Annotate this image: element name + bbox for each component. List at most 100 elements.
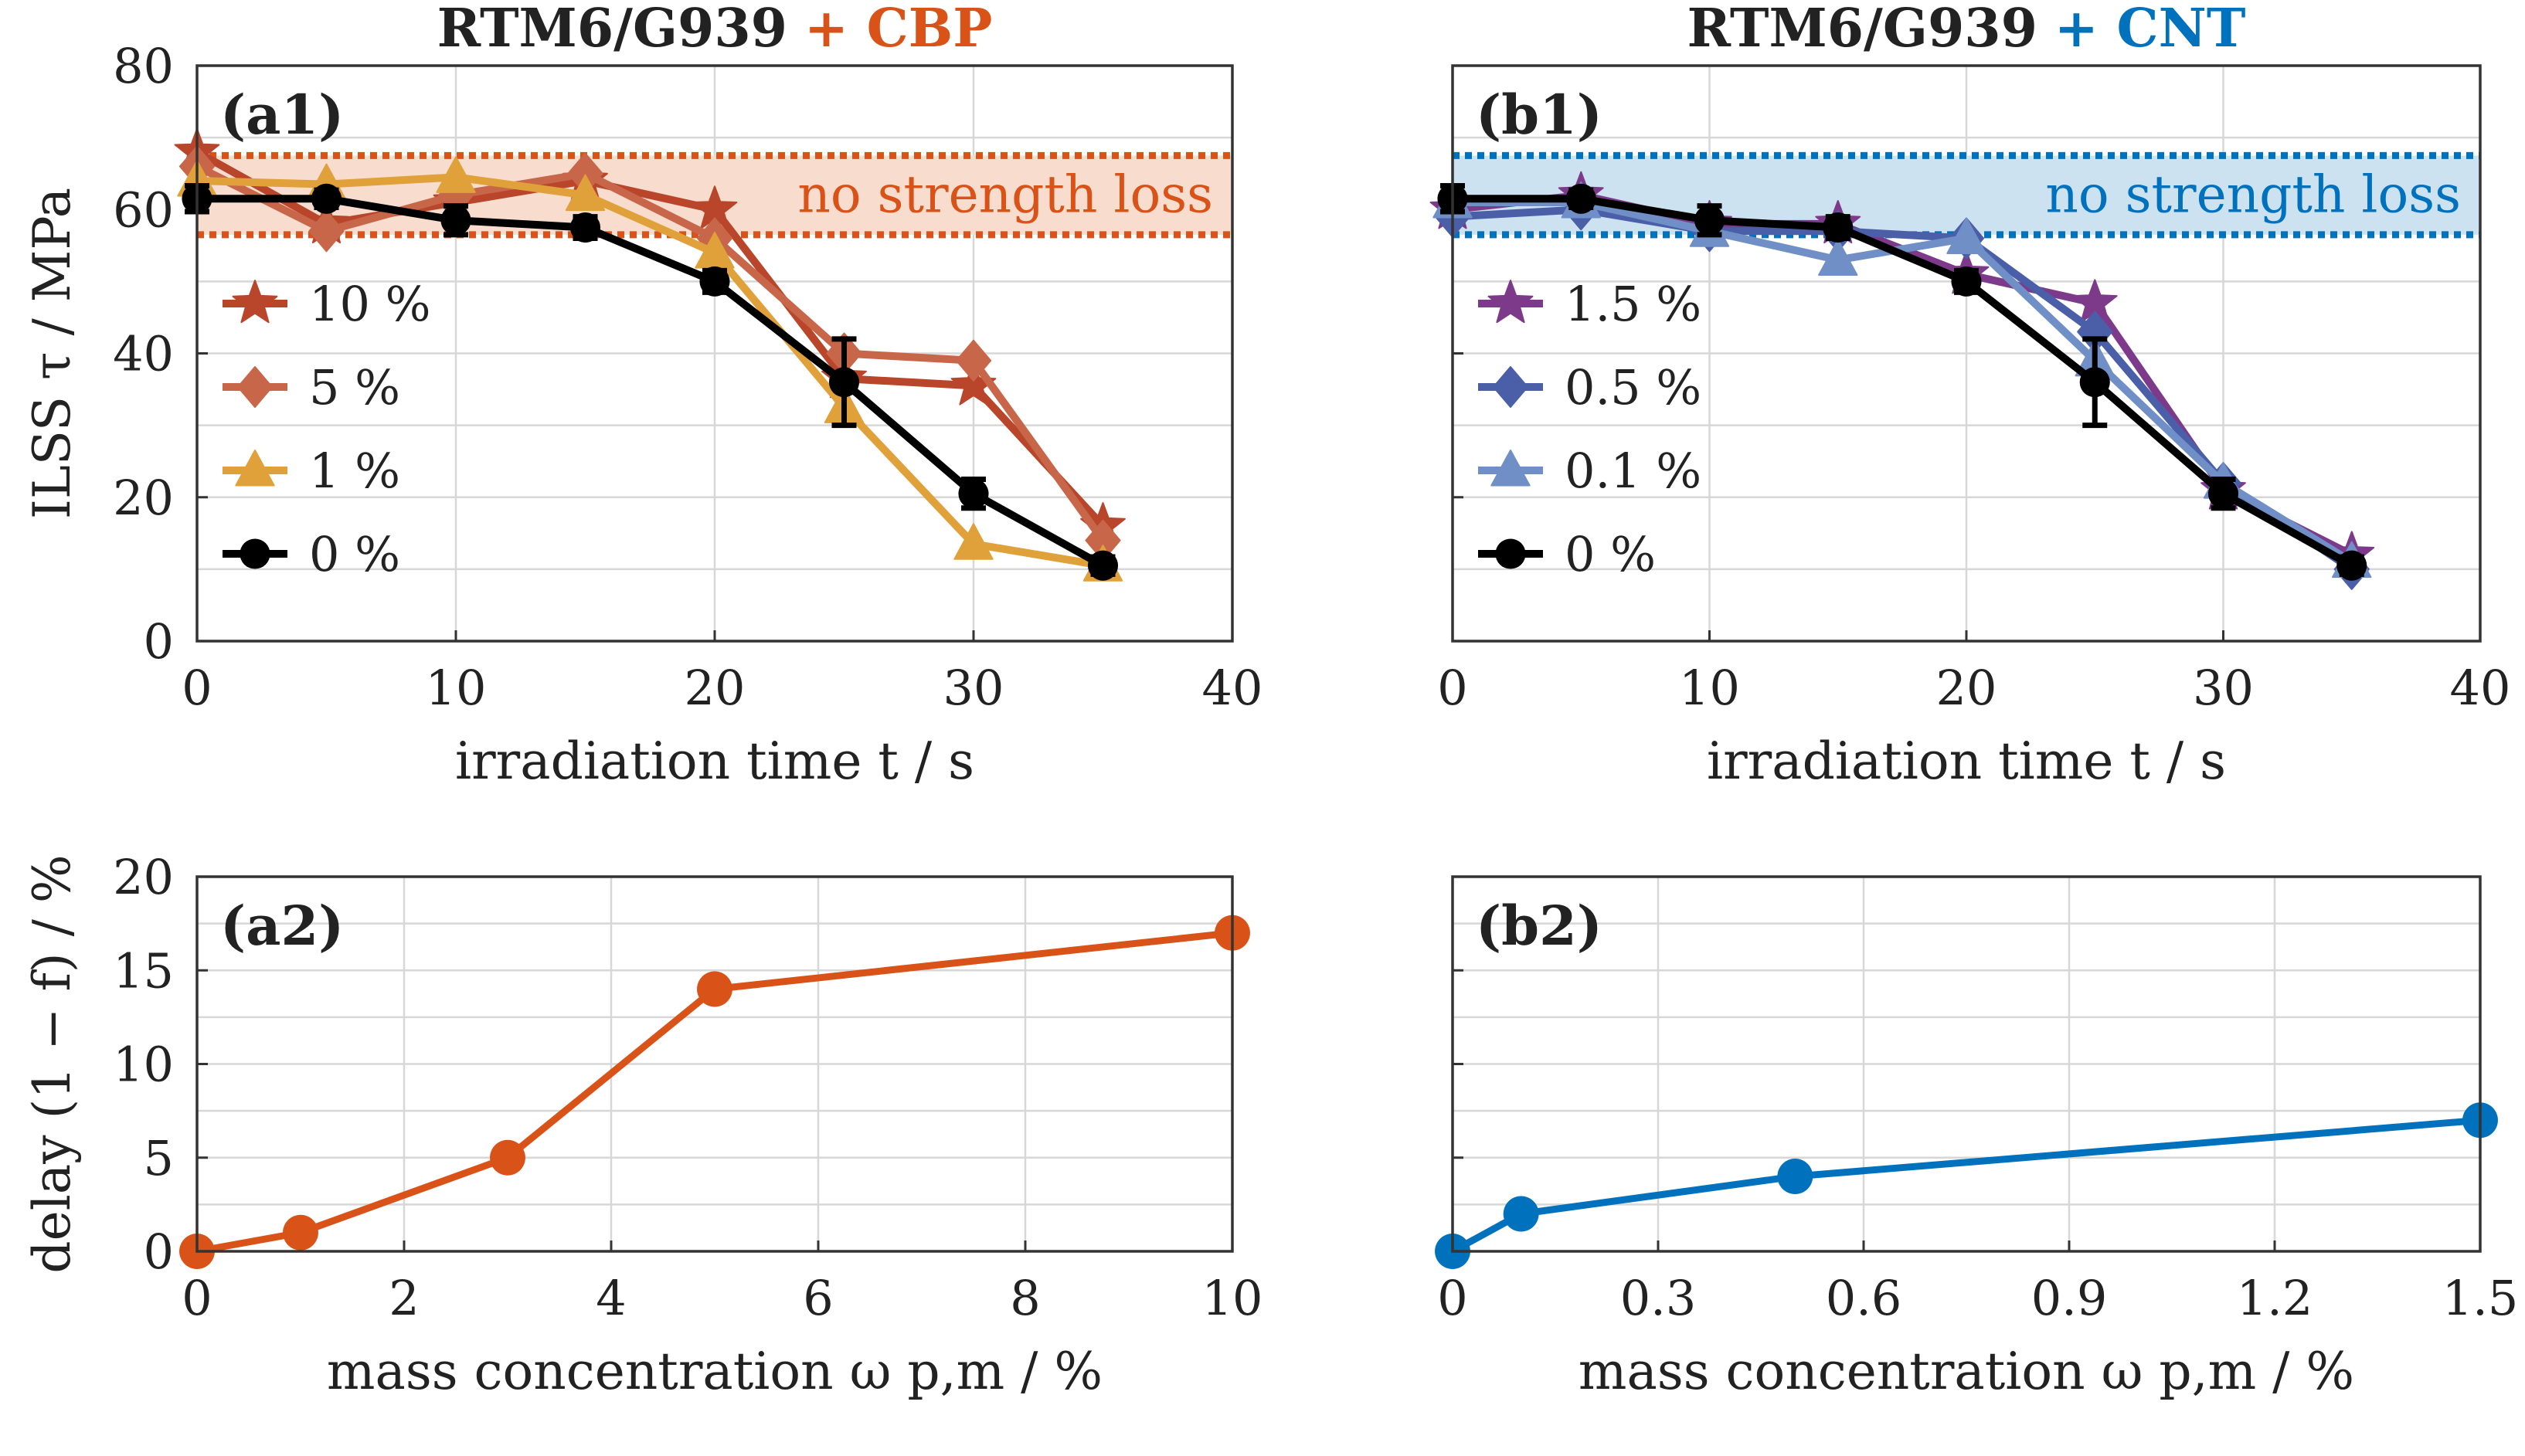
series-line <box>195 148 1106 529</box>
data-point <box>699 266 730 297</box>
x-axis-label: irradiation time t / s <box>455 731 974 791</box>
x-tick-label: 8 <box>1010 1270 1040 1326</box>
data-point <box>2079 367 2110 398</box>
y-tick-label: 20 <box>113 849 174 905</box>
legend-label: 5 % <box>309 359 400 416</box>
title-base: RTM6/G939 <box>437 0 787 59</box>
title-additive: + CBP <box>804 0 992 59</box>
series-0-circle <box>182 183 1119 581</box>
legend-label: 10 % <box>309 276 431 332</box>
legend-marker <box>235 450 275 487</box>
data-point <box>569 212 601 243</box>
x-tick-label: 0 <box>1437 660 1467 716</box>
y-tick-label: 40 <box>113 326 174 382</box>
title-base: RTM6/G939 <box>1687 0 2037 59</box>
x-tick-label: 0.6 <box>1826 1270 1902 1326</box>
data-point <box>2207 478 2239 509</box>
x-tick-label: 10 <box>1202 1270 1263 1326</box>
plot-frame <box>195 875 1234 1253</box>
data-point <box>697 971 732 1007</box>
plot-frame <box>1451 64 2482 643</box>
chart-a2: (a2) 0 2 4 6 8 10 0 5 10 15 20 mass concentration ω … <box>22 849 1262 1401</box>
data-point <box>1951 266 1982 297</box>
chart-a1: no strength loss 10 % 5 % 1 % 0 % (a1) 0 10 20 30… <box>22 0 1262 791</box>
data-point <box>1777 1159 1813 1194</box>
legend-marker <box>1495 538 1526 569</box>
series-line <box>1453 195 2354 569</box>
x-tick-label: 4 <box>596 1270 626 1326</box>
data-point <box>1087 550 1119 581</box>
data-point <box>1503 1196 1539 1232</box>
x-tick-label: 0.3 <box>1620 1270 1697 1326</box>
x-tick-label: 10 <box>1679 660 1740 716</box>
y-tick-label: 5 <box>144 1130 174 1186</box>
y-tick-label: 60 <box>113 182 174 238</box>
panel-label: (a1) <box>220 83 344 147</box>
x-axis-label: irradiation time t / s <box>1707 731 2226 791</box>
series-line <box>197 195 1105 569</box>
legend-label: 1 % <box>309 443 400 499</box>
grid <box>195 875 1234 1253</box>
x-tick-label: 6 <box>803 1270 833 1326</box>
chart-b1: no strength loss 1.5 % 0.5 % 0.1 % 0 % (b1) 0 1… <box>1429 0 2511 791</box>
data-point <box>565 174 606 212</box>
legend-label: 0 % <box>309 526 400 582</box>
x-tick-label: 10 <box>426 660 487 716</box>
x-tick-label: 0 <box>1437 1270 1467 1326</box>
legend-marker <box>1487 280 1534 324</box>
y-tick-label: 0 <box>144 613 174 670</box>
data-point <box>828 367 860 398</box>
y-axis-label: delay (1 − f) / % <box>22 854 82 1273</box>
data-point <box>308 210 345 253</box>
y-axis-label: ILSS τ / MPa <box>22 188 82 519</box>
data-point <box>490 1139 525 1176</box>
title-additive: + CNT <box>2054 0 2246 59</box>
y-tick-label: 0 <box>144 1224 174 1280</box>
data-point <box>1565 183 1596 214</box>
series-line <box>195 162 1106 543</box>
y-tick-label: 10 <box>113 1037 174 1093</box>
y-tick-label: 20 <box>113 470 174 526</box>
chart-title: RTM6/G939 + CBP <box>437 0 993 59</box>
x-tick-label: 40 <box>2450 660 2511 716</box>
legend: 1.5 % 0.5 % 0.1 % 0 % <box>1478 276 1701 582</box>
legend-label: 1.5 % <box>1565 276 1701 332</box>
x-axis-label: mass concentration ω p,m / % <box>1579 1342 2354 1401</box>
y-tick-label: 15 <box>113 942 174 999</box>
series-CNT-undefined <box>1435 1102 2498 1269</box>
legend-label: 0.1 % <box>1565 443 1701 499</box>
legend-label: 0 % <box>1565 526 1656 582</box>
x-tick-label: 0 <box>182 660 212 716</box>
panel-label: (b2) <box>1476 894 1602 958</box>
data-point <box>436 156 476 193</box>
legend-marker <box>236 366 274 408</box>
x-tick-label: 0.9 <box>2031 1270 2108 1326</box>
data-point <box>1823 212 1854 243</box>
legend-marker <box>232 280 278 324</box>
y-tick-label: 80 <box>113 38 174 94</box>
band-label: no strength loss <box>2045 165 2461 225</box>
series-line <box>1453 198 2354 565</box>
data-point <box>958 478 989 509</box>
x-tick-label: 30 <box>943 660 1004 716</box>
data-point <box>1946 217 1986 254</box>
plot-frame <box>195 64 1234 643</box>
x-tick-label: 40 <box>1202 660 1263 716</box>
x-axis-label: mass concentration ω p,m / % <box>327 1342 1103 1401</box>
x-tick-label: 1.5 <box>2442 1270 2519 1326</box>
data-point <box>311 183 342 214</box>
series-line <box>1450 1116 2481 1254</box>
data-point <box>953 523 994 560</box>
data-point <box>955 339 992 382</box>
x-tick-label: 0 <box>182 1270 212 1326</box>
band-label: no strength loss <box>797 165 1213 225</box>
legend-label: 0.5 % <box>1565 359 1701 416</box>
grid <box>1451 875 2482 1253</box>
data-point <box>1694 205 1725 236</box>
data-point <box>2336 550 2367 581</box>
series-0-circle <box>1437 183 2367 581</box>
x-tick-label: 30 <box>2193 660 2254 716</box>
chart-title: RTM6/G939 + CNT <box>1687 0 2246 59</box>
x-tick-label: 1.2 <box>2237 1270 2313 1326</box>
